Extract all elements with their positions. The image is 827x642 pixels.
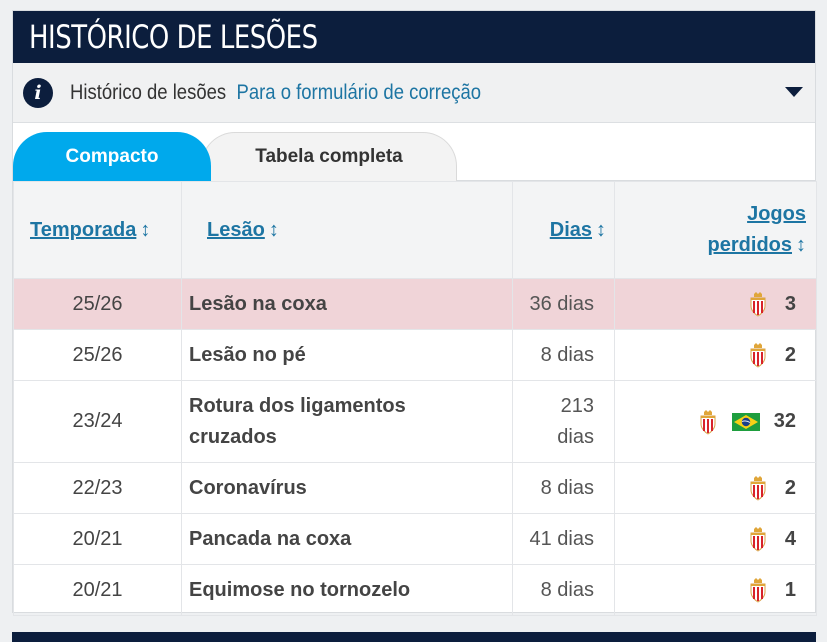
season-cell: 25/26 bbox=[13, 329, 182, 381]
games-missed-count: 2 bbox=[784, 476, 796, 499]
days-cell: 8 dias bbox=[512, 564, 615, 616]
games-cell: 1 bbox=[614, 564, 817, 616]
brazil-flag-icon[interactable] bbox=[732, 413, 760, 431]
club-crest-icon[interactable] bbox=[748, 526, 768, 552]
club-crest-icon[interactable] bbox=[698, 409, 718, 435]
sort-injury-link[interactable]: Lesão bbox=[207, 218, 265, 241]
info-label: Histórico de lesões bbox=[70, 80, 227, 104]
games-missed-count: 1 bbox=[784, 578, 796, 601]
sort-icon[interactable]: ↕ bbox=[140, 218, 151, 241]
info-bar[interactable]: i Histórico de lesões Para o formulário … bbox=[13, 63, 815, 123]
table-row: 22/23 Coronavírus 8 dias 2 bbox=[13, 462, 817, 514]
season-cell: 20/21 bbox=[13, 513, 182, 565]
games-cell: 4 bbox=[614, 513, 817, 565]
info-text: Histórico de lesões Para o formulário de… bbox=[70, 81, 481, 105]
column-header-days[interactable]: Dias ↕ bbox=[512, 181, 615, 279]
injury-cell: Equimose no tornozelo bbox=[181, 564, 513, 616]
sort-icon[interactable]: ↕ bbox=[268, 218, 279, 241]
season-cell: 23/24 bbox=[13, 380, 182, 463]
games-cell: 3 bbox=[614, 278, 817, 330]
injury-history-card: HISTÓRICO DE LESÕES i Histórico de lesõe… bbox=[12, 10, 817, 616]
sort-games-link-line2[interactable]: perdidos bbox=[707, 234, 792, 256]
table-row: 20/21 Pancada na coxa 41 dias 4 bbox=[13, 513, 817, 565]
table-row: 20/21 Equimose no tornozelo 8 dias 1 bbox=[13, 564, 817, 616]
injury-cell: Rotura dos ligamentos cruzados bbox=[181, 380, 513, 463]
games-cell: 2 bbox=[614, 462, 817, 514]
info-icon: i bbox=[23, 77, 53, 108]
days-cell: 36 dias bbox=[512, 278, 615, 330]
next-section-header-band bbox=[12, 632, 816, 642]
club-crest-icon[interactable] bbox=[748, 577, 768, 603]
days-text-line1: 213 bbox=[560, 394, 594, 417]
table-header-row: Temporada ↕ Lesão ↕ Dias ↕ Jogos perdidos ↕ bbox=[13, 181, 817, 279]
sort-icon[interactable]: ↕ bbox=[796, 234, 806, 256]
table-row: 23/24 Rotura dos ligamentos cruzados 213… bbox=[13, 380, 817, 463]
injury-cell: Lesão na coxa bbox=[181, 278, 513, 330]
games-missed-count: 4 bbox=[784, 527, 796, 550]
tab-bar: Compacto Tabela completa bbox=[13, 123, 815, 181]
games-cell: 32 bbox=[614, 380, 817, 463]
sort-icon[interactable]: ↕ bbox=[596, 218, 606, 241]
club-crest-icon[interactable] bbox=[748, 475, 768, 501]
days-cell: 41 dias bbox=[512, 513, 615, 565]
games-cell: 2 bbox=[614, 329, 817, 381]
days-text-line2: dias bbox=[557, 425, 594, 448]
games-missed-count: 2 bbox=[784, 343, 796, 366]
column-header-injury[interactable]: Lesão ↕ bbox=[181, 181, 513, 279]
table-row: 25/26 Lesão na coxa 36 dias 3 bbox=[13, 278, 817, 330]
season-cell: 25/26 bbox=[13, 278, 182, 330]
club-crest-icon[interactable] bbox=[748, 342, 768, 368]
season-cell: 22/23 bbox=[13, 462, 182, 514]
club-crest-icon[interactable] bbox=[748, 291, 768, 317]
sort-season-link[interactable]: Temporada bbox=[30, 218, 137, 241]
games-missed-count: 3 bbox=[784, 292, 796, 315]
days-cell: 213 dias bbox=[512, 380, 615, 463]
sort-days-link[interactable]: Dias bbox=[549, 218, 592, 241]
injury-cell: Lesão no pé bbox=[181, 329, 513, 381]
column-header-games-missed[interactable]: Jogos perdidos ↕ bbox=[614, 181, 817, 279]
injury-text-line1: Rotura dos ligamentos bbox=[189, 394, 406, 417]
section-title: HISTÓRICO DE LESÕES bbox=[29, 18, 318, 56]
tab-compact[interactable]: Compacto bbox=[13, 132, 211, 181]
injury-table: Temporada ↕ Lesão ↕ Dias ↕ Jogos perdidos ↕ … bbox=[13, 181, 817, 616]
sort-games-link-line1[interactable]: Jogos bbox=[747, 203, 806, 225]
games-missed-count: 32 bbox=[773, 410, 796, 432]
section-header: HISTÓRICO DE LESÕES bbox=[13, 11, 815, 63]
injury-cell: Coronavírus bbox=[181, 462, 513, 514]
chevron-down-icon[interactable] bbox=[785, 87, 803, 97]
injury-text-line2: cruzados bbox=[189, 425, 277, 448]
column-header-season[interactable]: Temporada ↕ bbox=[13, 181, 182, 279]
table-row: 25/26 Lesão no pé 8 dias 2 bbox=[13, 329, 817, 381]
injury-cell: Pancada na coxa bbox=[181, 513, 513, 565]
season-cell: 20/21 bbox=[13, 564, 182, 616]
correction-form-link[interactable]: Para o formulário de correção bbox=[236, 80, 482, 104]
days-cell: 8 dias bbox=[512, 462, 615, 514]
days-cell: 8 dias bbox=[512, 329, 615, 381]
tab-full-table[interactable]: Tabela completa bbox=[201, 132, 457, 181]
